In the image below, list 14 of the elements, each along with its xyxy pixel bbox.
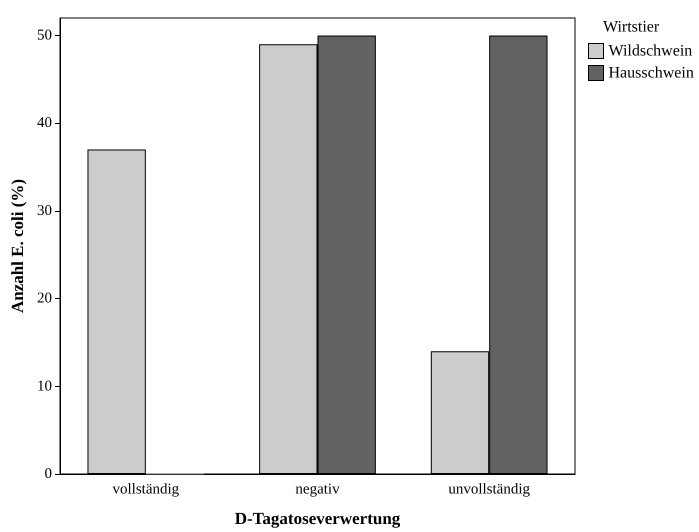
x-tick-label: negativ (295, 482, 340, 498)
y-tick-label: 10 (37, 378, 52, 394)
y-tick-label: 20 (37, 290, 52, 307)
y-tick-label: 0 (44, 466, 52, 482)
y-axis-title: Anzahl E. coli (%) (8, 178, 27, 314)
y-tick-label: 30 (37, 202, 52, 219)
legend-title: Wirtstier (603, 18, 660, 36)
x-axis-title: D-Tagatoseverwertung (234, 509, 401, 528)
legend-label: Wildschwein (608, 42, 692, 60)
y-tick-label: 50 (37, 28, 52, 44)
x-tick-label: unvollständig (448, 482, 530, 498)
y-tick-label: 40 (37, 115, 52, 132)
x-tick-label: vollständig (112, 482, 180, 498)
legend-label: Hausschwein (608, 64, 694, 82)
